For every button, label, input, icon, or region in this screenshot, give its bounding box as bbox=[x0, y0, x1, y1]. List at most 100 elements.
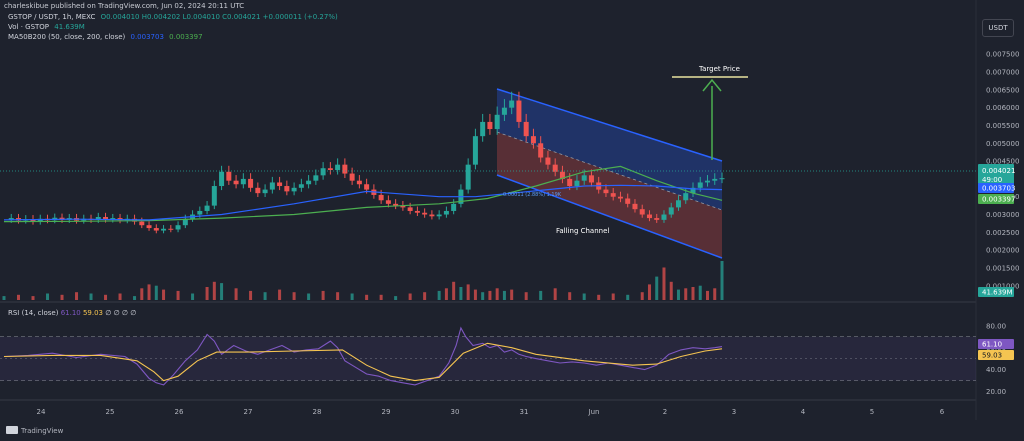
ma50-price-label-box bbox=[978, 183, 1014, 193]
candle-body bbox=[161, 228, 167, 231]
price-tick-label: 0.002500 bbox=[986, 229, 1019, 237]
price-tick-label: 0.006500 bbox=[986, 86, 1019, 94]
footer: TradingView bbox=[6, 426, 63, 435]
time-tick-label: 24 bbox=[37, 408, 46, 416]
ma-info-row: MA50B200 (50, close, 200, close) 0.00370… bbox=[8, 33, 206, 42]
candle-body bbox=[509, 100, 515, 108]
volume-bar bbox=[321, 290, 325, 300]
rsi-axis-value: 61.10 bbox=[982, 341, 1002, 349]
time-tick-label: Jun bbox=[588, 408, 600, 416]
candle-body bbox=[610, 193, 616, 197]
volume-bar bbox=[118, 293, 122, 300]
candle-body bbox=[516, 100, 522, 122]
candle-body bbox=[719, 178, 725, 180]
volume-bar bbox=[89, 293, 93, 300]
volume-bar bbox=[336, 292, 340, 300]
tradingview-logo-icon bbox=[6, 426, 18, 434]
quote-currency-button[interactable]: USDT bbox=[982, 19, 1014, 37]
candle-body bbox=[393, 203, 399, 206]
candle-body bbox=[646, 214, 652, 219]
volume-bar bbox=[46, 293, 50, 300]
candle-body bbox=[342, 164, 348, 174]
volume-bar bbox=[31, 296, 35, 300]
ma200-value: 0.003397 bbox=[169, 33, 203, 41]
candle-body bbox=[219, 171, 225, 187]
volume-bar bbox=[350, 293, 354, 300]
last-price-box bbox=[978, 164, 1014, 184]
volume-bar bbox=[437, 290, 441, 300]
volume-bar bbox=[488, 290, 492, 300]
candle-body bbox=[625, 198, 631, 204]
volume-bar bbox=[495, 288, 499, 300]
footer-brand: TradingView bbox=[21, 427, 64, 435]
candle-body bbox=[588, 175, 594, 183]
volume-bar bbox=[365, 294, 369, 300]
volume-bar bbox=[640, 292, 644, 300]
volume-bar bbox=[249, 290, 253, 300]
volume-info-row: Vol · GSTOP 41.639M bbox=[8, 23, 88, 32]
rsi-tick-label: 20.00 bbox=[986, 388, 1006, 396]
rsi-name[interactable]: RSI (14, close) bbox=[8, 309, 59, 317]
symbol-title[interactable]: GSTOP / USDT, 1h, MEXC bbox=[8, 13, 96, 21]
volume-bar bbox=[662, 267, 666, 300]
price-tick-label: 0.002000 bbox=[986, 247, 1019, 255]
price-tick-label: 0.005500 bbox=[986, 122, 1019, 130]
candle-body bbox=[617, 196, 623, 199]
volume-bar bbox=[307, 293, 311, 300]
ma-label[interactable]: MA50B200 (50, close, 200, close) bbox=[8, 33, 126, 41]
candle-body bbox=[494, 114, 500, 130]
symbol-info-row: GSTOP / USDT, 1h, MEXC O0.004010 H0.0042… bbox=[8, 13, 341, 22]
candle-body bbox=[313, 175, 319, 181]
candle-body bbox=[603, 189, 609, 194]
candle-body bbox=[233, 180, 239, 185]
candle-body bbox=[262, 189, 268, 194]
candle-body bbox=[538, 143, 544, 158]
volume-bar bbox=[234, 288, 238, 300]
price-tick-label: 0.007500 bbox=[986, 51, 1019, 59]
target-price-label: Target Price bbox=[698, 65, 740, 73]
volume-bar bbox=[502, 290, 506, 300]
candle-body bbox=[683, 193, 689, 201]
candle-body bbox=[320, 168, 326, 176]
candle-body bbox=[574, 180, 580, 187]
rsi-ma-value: 59.03 bbox=[82, 309, 104, 317]
volume-bar bbox=[655, 276, 659, 300]
volume-bar bbox=[379, 294, 383, 300]
candle-body bbox=[552, 164, 558, 172]
ma50-line bbox=[3, 184, 723, 221]
ohlc-values: O0.004010 H0.004202 L0.004010 C0.004021 … bbox=[100, 13, 338, 21]
candle-body bbox=[95, 217, 101, 220]
volume-bar bbox=[263, 292, 267, 300]
candle-body bbox=[291, 187, 297, 192]
candle-body bbox=[356, 180, 362, 185]
candle-body bbox=[8, 218, 14, 220]
price-tick-label: 0.006000 bbox=[986, 104, 1019, 112]
volume-bar bbox=[611, 293, 615, 300]
volume-bar bbox=[212, 281, 216, 300]
candle-body bbox=[581, 175, 587, 181]
time-tick-label: 28 bbox=[313, 408, 322, 416]
publisher-line: charleskibue published on TradingView.co… bbox=[4, 2, 245, 10]
candle-body bbox=[661, 214, 667, 220]
falling-channel-lower-half bbox=[497, 132, 722, 258]
volume-label[interactable]: Vol · GSTOP bbox=[8, 23, 50, 31]
volume-bar bbox=[140, 288, 144, 300]
candle-body bbox=[327, 168, 333, 170]
rsi-ma-line bbox=[3, 342, 723, 382]
volume-bar bbox=[162, 289, 166, 300]
candle-body bbox=[654, 218, 660, 220]
last-price-label: 0.004021 bbox=[982, 167, 1015, 175]
volume-bar bbox=[481, 292, 485, 300]
candle-body bbox=[472, 136, 478, 165]
volume-bar bbox=[705, 290, 709, 300]
candle-body bbox=[211, 186, 217, 206]
candle-body bbox=[697, 182, 703, 188]
volume-bar bbox=[60, 294, 64, 300]
candle-body bbox=[632, 203, 638, 210]
candle-body bbox=[182, 218, 188, 226]
price-tick-label: 0.003000 bbox=[986, 211, 1019, 219]
candle-body bbox=[530, 136, 536, 144]
candle-body bbox=[110, 218, 116, 220]
volume-bar bbox=[133, 296, 137, 300]
